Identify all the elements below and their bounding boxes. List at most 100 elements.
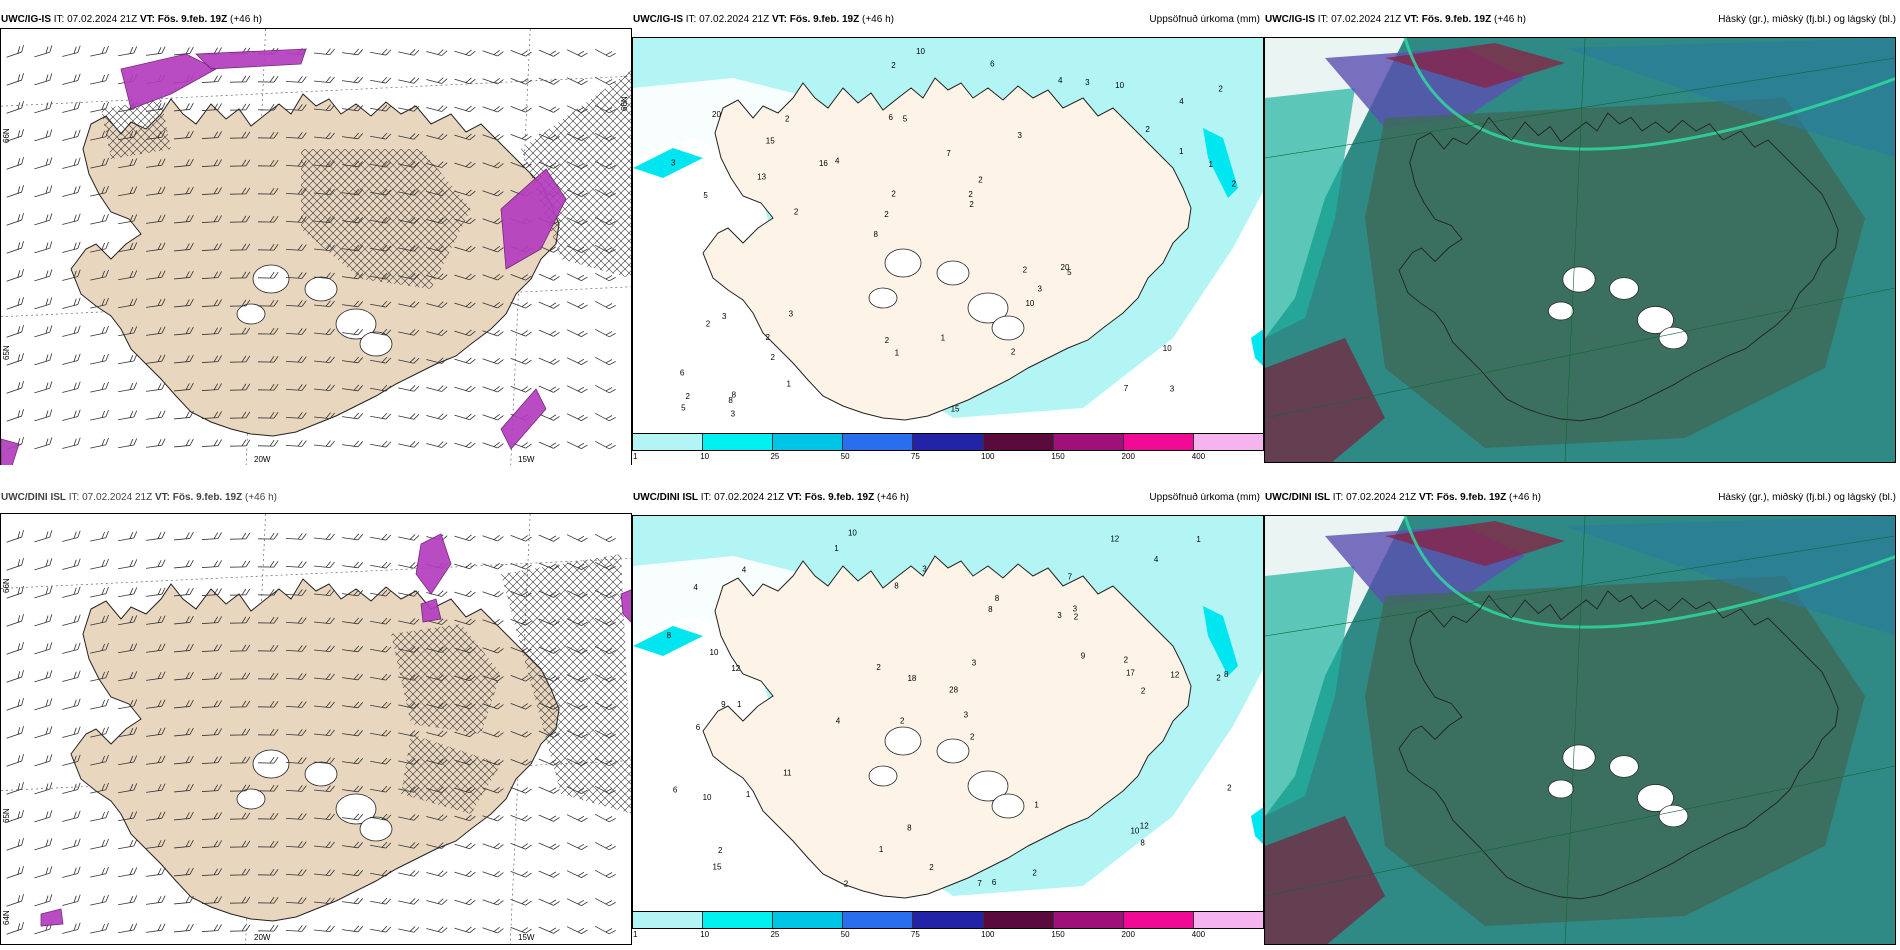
precip-value-label: 2 bbox=[891, 61, 896, 70]
precip-value-label: 2 bbox=[1141, 687, 1146, 696]
colorbar-tick-label: 25 bbox=[770, 930, 780, 939]
cloud-map-svg bbox=[1265, 38, 1895, 462]
colorbar-swatch bbox=[633, 434, 704, 450]
map-precip-igis: 3 5 4 8 3 8 6 7 3 4 6 2 5 2 5 20 2 2 2 1 2 2 2 2 4 3 7 10 20 15 16 13 10… bbox=[632, 37, 1264, 447]
precip-value-label: 6 bbox=[696, 723, 701, 732]
colorbar-swatch bbox=[843, 912, 914, 928]
precip-value-label: 15 bbox=[951, 404, 960, 413]
precip-value-label: 4 bbox=[836, 716, 841, 725]
colorbar-tick-label: 200 bbox=[1121, 452, 1135, 461]
precip-value-label: 3 bbox=[922, 565, 927, 574]
panel-title: UWC/IG-IS IT: 07.02.2024 21Z VT: Fös. 9.… bbox=[1, 15, 262, 25]
panel-wind-igis: UWC/IG-IS IT: 07.02.2024 21Z VT: Fös. 9.… bbox=[0, 15, 632, 465]
precip-value-label: 17 bbox=[1126, 668, 1135, 677]
colorbar-tick-label: 10 bbox=[700, 452, 710, 461]
precip-value-label: 2 bbox=[1124, 655, 1129, 664]
colorbar-swatch bbox=[1053, 434, 1124, 450]
precip-value-label: 4 bbox=[1058, 76, 1063, 85]
colorbar-tick-label: 50 bbox=[840, 452, 850, 461]
colorbar-tick-label: 200 bbox=[1121, 930, 1135, 939]
precip-value-label: 2 bbox=[785, 115, 790, 124]
precip-value-label: 10 bbox=[1163, 344, 1172, 353]
precip-value-label: 6 bbox=[990, 59, 995, 68]
cloud-map-svg bbox=[1265, 516, 1895, 944]
precip-value-label: 7 bbox=[946, 149, 951, 158]
colorbar-swatch bbox=[1053, 912, 1124, 928]
precip-value-label: 10 bbox=[916, 47, 925, 56]
precip-value-label: 9 bbox=[1081, 652, 1086, 661]
panel-title: UWC/IG-IS IT: 07.02.2024 21Z VT: Fös. 9.… bbox=[633, 15, 894, 25]
precip-value-label: 20 bbox=[712, 110, 721, 119]
precip-value-label: 2 bbox=[884, 210, 889, 219]
precip-value-label: 8 bbox=[732, 390, 737, 399]
panel-cloud-dini: UWC/DINI ISL IT: 07.02.2024 21Z VT: Fös.… bbox=[1264, 493, 1900, 945]
precip-value-label: 3 bbox=[722, 312, 727, 321]
colorbar-swatch bbox=[703, 912, 774, 928]
precip-value-label: 8 bbox=[995, 594, 1000, 603]
precip-value-label: 2 bbox=[1227, 783, 1232, 792]
precip-value-label: 4 bbox=[835, 156, 840, 165]
precip-value-label: 15 bbox=[766, 137, 775, 146]
precip-value-label: 2 bbox=[1074, 612, 1079, 621]
precip-value-label: 1 bbox=[941, 333, 946, 342]
precip-value-label: 3 bbox=[1085, 78, 1090, 87]
precip-value-label: 8 bbox=[894, 582, 899, 591]
colorbar-tick-label: 75 bbox=[910, 930, 920, 939]
precip-value-label: 2 bbox=[706, 320, 711, 329]
precip-value-label: 2 bbox=[1218, 84, 1223, 93]
precip-value-label: 2 bbox=[969, 200, 974, 209]
precip-value-label: 1 bbox=[1179, 147, 1184, 156]
precip-value-label: 6 bbox=[680, 368, 685, 377]
colorbar-tick-label: 150 bbox=[1051, 930, 1065, 939]
precip-value-label: 1 bbox=[1208, 160, 1213, 169]
precip-value-label: 15 bbox=[713, 862, 722, 871]
lat-label-65n: 65N bbox=[2, 345, 11, 360]
precip-value-label: 3 bbox=[1057, 611, 1062, 620]
precip-value-label: 28 bbox=[949, 685, 958, 694]
colorbar-swatch bbox=[1193, 912, 1263, 928]
precip-value-label: 13 bbox=[757, 172, 766, 181]
colorbar-tick-label: 10 bbox=[700, 930, 710, 939]
precip-value-label: 3 bbox=[1017, 131, 1022, 140]
precip-value-label: 7 bbox=[1124, 384, 1129, 393]
precip-value-label: 16 bbox=[819, 159, 828, 168]
lon-label-15w: 15W bbox=[518, 455, 535, 464]
panel-right-title: Uppsöfnuð úrkoma (mm) bbox=[1149, 493, 1260, 503]
precip-value-label: 1 bbox=[746, 790, 751, 799]
map-cloud-dini bbox=[1264, 515, 1896, 945]
lat-label-66n-right: 66N bbox=[620, 96, 629, 111]
precip-value-label: 1 bbox=[1196, 535, 1201, 544]
precip-value-label: 8 bbox=[873, 230, 878, 239]
colorbar-tick-label: 100 bbox=[981, 930, 995, 939]
map-wind-dini bbox=[0, 513, 632, 945]
colorbar-tick-label: 50 bbox=[840, 930, 850, 939]
colorbar-tick-label: 75 bbox=[910, 452, 920, 461]
colorbar-tick-label: 150 bbox=[1051, 452, 1065, 461]
map-wind-igis bbox=[0, 28, 632, 465]
precip-value-label: 12 bbox=[1140, 822, 1149, 831]
precip-value-label: 2 bbox=[885, 336, 890, 345]
precip-value-label: 10 bbox=[1130, 826, 1139, 835]
precip-value-label: 10 bbox=[703, 793, 712, 802]
precip-value-label: 5 bbox=[1067, 268, 1072, 277]
precip-value-label: 8 bbox=[1140, 839, 1145, 848]
colorbar-swatch bbox=[983, 912, 1054, 928]
precip-value-label: 5 bbox=[681, 403, 686, 412]
lon-label-20w: 20W bbox=[254, 933, 271, 942]
panel-right-title: Uppsöfnuð úrkoma (mm) bbox=[1149, 15, 1260, 25]
panel-cloud-igis: UWC/IG-IS IT: 07.02.2024 21Z VT: Fös. 9.… bbox=[1264, 15, 1900, 465]
colorbar-tick-label: 1 bbox=[633, 930, 638, 939]
precip-value-label: 1 bbox=[895, 349, 900, 358]
precip-value-label: 4 bbox=[742, 566, 747, 575]
precip-value-label: 6 bbox=[992, 878, 997, 887]
colorbar-swatch bbox=[703, 434, 774, 450]
precip-map-svg: 3548386734625252022212222437102015161310… bbox=[633, 38, 1263, 446]
map-cloud-igis bbox=[1264, 37, 1896, 463]
lon-label-20w: 20W bbox=[254, 455, 271, 464]
precip-value-label: 2 bbox=[718, 846, 723, 855]
precip-value-label: 20 bbox=[1061, 263, 1070, 272]
precip-value-label: 2 bbox=[844, 880, 849, 889]
precip-value-label: 2 bbox=[1023, 266, 1028, 275]
precip-value-label: 12 bbox=[1110, 534, 1119, 543]
